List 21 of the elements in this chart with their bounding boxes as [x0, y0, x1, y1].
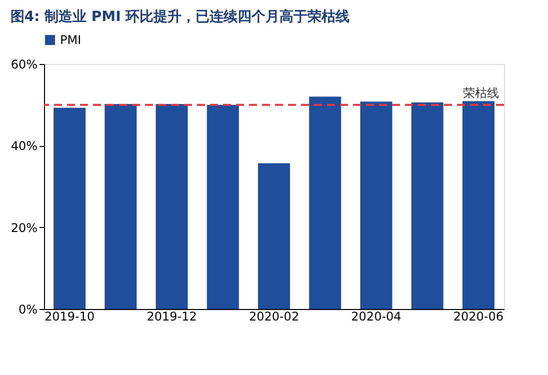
bar: [309, 96, 342, 309]
x-tick-label: 2019-12: [146, 310, 197, 324]
bar: [54, 108, 86, 309]
bar: [462, 101, 494, 309]
bar: [258, 163, 290, 309]
x-tick-label: 2019-10: [44, 310, 95, 324]
y-tick-label: 60%: [10, 58, 38, 72]
y-tick-label: 40%: [10, 139, 38, 154]
chart-title: 图4: 制造业 PMI 环比提升，已连续四个月高于荣枯线: [10, 8, 350, 25]
bar: [411, 102, 444, 309]
y-tick-label: 0%: [18, 302, 38, 316]
legend-label: PMI: [60, 33, 82, 47]
x-tick-label: 2020-06: [453, 310, 504, 324]
bar: [206, 104, 239, 309]
bar: [360, 102, 392, 309]
x-tick-label: 2020-04: [351, 310, 402, 324]
bar: [156, 104, 188, 309]
bar: [104, 104, 137, 309]
y-tick-label: 20%: [10, 220, 38, 235]
x-tick-label: 2020-02: [248, 310, 300, 324]
ref-line-label: 荣枯线: [463, 86, 499, 100]
